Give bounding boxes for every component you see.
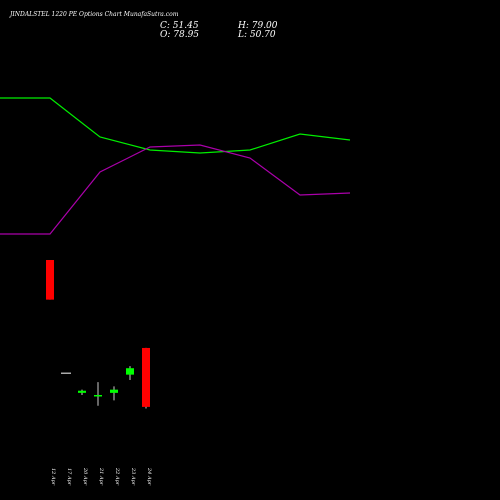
candle-body: [46, 260, 54, 300]
candle-20-apr: [78, 389, 86, 395]
candle-22-apr: [110, 386, 118, 401]
x-tick-label: 22 Apr: [114, 467, 120, 486]
high-value: H: 79.00: [237, 21, 278, 31]
indicator-lines: [0, 97, 351, 235]
candle-body: [94, 395, 102, 397]
candle-body: [142, 347, 150, 407]
candle-12-apr: [46, 260, 54, 300]
indicator-line-2: [0, 144, 351, 235]
candle-17-apr: [61, 372, 71, 374]
indicator-line-1: [0, 97, 351, 154]
open-value: O: 78.95: [160, 30, 199, 40]
candle-body: [78, 390, 86, 393]
candle-21-apr: [94, 382, 102, 406]
x-tick-label: 21 Apr: [98, 467, 104, 486]
chart-title: JINDALSTEL 1220 PE Options Chart MunafaS…: [8, 11, 179, 18]
x-axis-ticks: 12 Apr 17 Apr 20 Apr 21 Apr 22 Apr 23 Apr 24 A…: [50, 467, 152, 486]
x-tick-label: 17 Apr: [66, 468, 72, 486]
x-tick-label: 23 Apr: [130, 467, 136, 486]
x-tick-label: 20 Apr: [82, 467, 88, 486]
candle-23-apr: [126, 366, 134, 380]
low-value: L: 50.70: [237, 30, 276, 40]
x-tick-label: 24 Apr: [146, 467, 152, 486]
candles: [46, 260, 150, 409]
candle-24-apr: [142, 347, 150, 409]
x-tick-label: 12 Apr: [50, 468, 56, 486]
candle-body: [126, 368, 134, 375]
close-value: C: 51.45: [160, 21, 199, 31]
candle-body: [61, 372, 71, 374]
candle-body: [110, 389, 118, 393]
